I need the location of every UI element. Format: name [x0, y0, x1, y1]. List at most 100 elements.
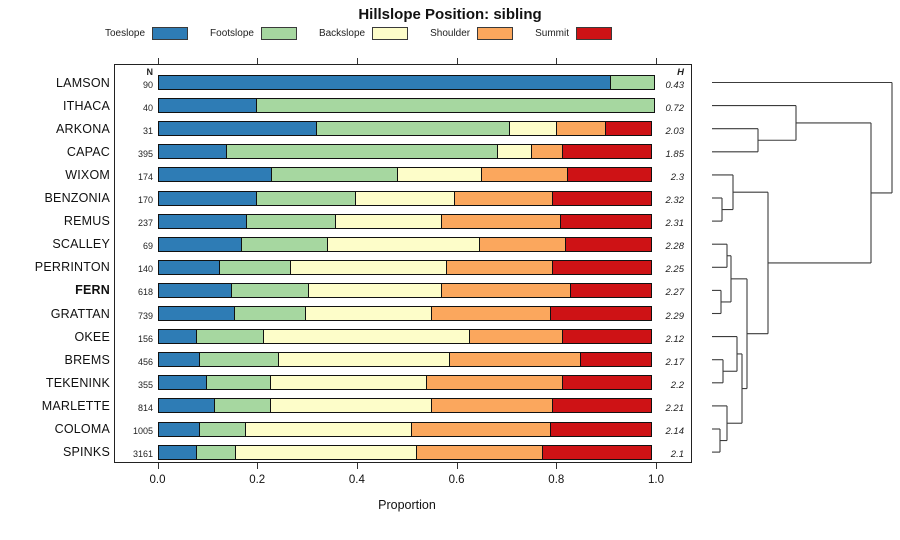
bar-segment-footslope: [196, 444, 237, 460]
bar-segment-toeslope: [157, 190, 258, 206]
series-label-benzonia: BENZONIA: [44, 191, 110, 205]
x-tick-label: 0.0: [149, 474, 166, 486]
stacked-bar-benzonia: [157, 190, 657, 206]
bar-segment-footslope: [256, 98, 655, 114]
bar-segment-toeslope: [157, 98, 258, 114]
plot-area: [114, 64, 692, 463]
bar-segment-toeslope: [157, 167, 273, 183]
x-tick-top: [356, 58, 358, 64]
n-value: 237: [137, 218, 153, 229]
bar-segment-backslope: [354, 190, 455, 206]
series-label-wixom: WIXOM: [65, 167, 110, 182]
series-label-capac: CAPAC: [66, 144, 110, 159]
series-label-arkona: ARKONA: [56, 121, 110, 136]
bar-segment-summit: [562, 375, 652, 391]
bar-segment-backslope: [305, 306, 433, 321]
bar-segment-toeslope: [157, 444, 198, 460]
bar-segment-summit: [552, 259, 652, 275]
bar-segment-footslope: [241, 236, 329, 252]
bar-segment-shoulder: [530, 144, 564, 160]
x-tick-bottom: [356, 463, 358, 469]
series-label-lamson: LAMSON: [56, 75, 110, 90]
bar-segment-summit: [559, 213, 652, 229]
bar-segment-footslope: [610, 75, 655, 90]
legend: Toeslope Footslope Backslope Shoulder Su…: [105, 27, 613, 40]
bar-segment-toeslope: [157, 421, 200, 437]
bar-segment-toeslope: [157, 144, 228, 160]
legend-swatch-footslope: [260, 27, 297, 40]
series-label-marlette: MARLETTE: [41, 398, 110, 413]
series-label-coloma: COLOMA: [54, 422, 110, 436]
stacked-bar-coloma: [157, 421, 657, 437]
n-value: 170: [137, 195, 153, 205]
bar-segment-shoulder: [478, 236, 566, 252]
x-tick-top: [157, 58, 159, 64]
bar-segment-footslope: [196, 329, 264, 345]
x-axis-label: Proportion: [378, 498, 436, 512]
bar-segment-summit: [567, 167, 652, 183]
x-tick-label: 1.0: [648, 474, 664, 486]
n-value: 456: [137, 356, 153, 367]
bar-segment-summit: [549, 306, 652, 321]
h-column-header: H: [677, 67, 684, 78]
legend-swatch-toeslope: [152, 27, 189, 40]
series-label-perrinton: PERRINTON: [34, 260, 110, 275]
bar-segment-toeslope: [157, 259, 220, 275]
bar-segment-backslope: [245, 421, 413, 437]
bar-segment-backslope: [397, 167, 482, 183]
bar-segment-backslope: [307, 282, 443, 298]
legend-label: Toeslope: [105, 28, 146, 39]
x-tick-label: 0.8: [548, 474, 565, 486]
bar-segment-summit: [549, 421, 652, 437]
bar-segment-backslope: [509, 121, 557, 137]
bar-segment-footslope: [231, 282, 309, 298]
n-value: 40: [142, 102, 153, 113]
bar-segment-backslope: [277, 352, 450, 368]
legend-swatch-summit: [576, 27, 613, 40]
stacked-bar-wixom: [157, 167, 657, 183]
stacked-bar-grattan: [157, 306, 657, 321]
stacked-bar-brems: [157, 352, 657, 368]
n-value: 1005: [132, 426, 153, 436]
n-value: 156: [137, 333, 153, 344]
bar-segment-footslope: [218, 259, 292, 275]
legend-label: Footslope: [210, 28, 254, 39]
n-value: 90: [142, 79, 153, 90]
x-tick-label: 0.6: [448, 474, 465, 486]
bar-segment-shoulder: [411, 421, 551, 437]
bar-segment-backslope: [290, 259, 448, 275]
bar-segment-backslope: [235, 444, 418, 460]
n-value: 69: [142, 241, 153, 252]
bar-segment-footslope: [233, 306, 307, 321]
h-value: 2.3: [670, 171, 684, 183]
n-value: 174: [137, 171, 153, 182]
bar-segment-footslope: [198, 352, 279, 368]
bar-segment-shoulder: [446, 259, 554, 275]
h-value: 2.17: [665, 356, 685, 368]
bar-segment-footslope: [226, 144, 498, 160]
x-tick-top: [456, 58, 458, 64]
h-value: 2.1: [670, 449, 684, 461]
bar-segment-backslope: [496, 144, 532, 160]
x-tick-bottom: [656, 463, 657, 469]
bar-segment-toeslope: [157, 375, 208, 391]
h-value: 2.03: [665, 125, 685, 137]
bar-segment-toeslope: [157, 398, 215, 414]
legend-label: Shoulder: [430, 28, 471, 39]
h-value: 2.27: [665, 287, 685, 299]
bar-segment-footslope: [246, 213, 336, 229]
bar-segment-toeslope: [157, 306, 235, 321]
stacked-bar-scalley: [157, 236, 657, 252]
series-label-scalley: SCALLEY: [52, 237, 110, 252]
bar-segment-shoulder: [448, 352, 581, 368]
series-label-spinks: SPINKS: [62, 445, 110, 460]
n-value: 814: [137, 402, 153, 413]
x-tick-bottom: [456, 463, 458, 469]
n-value: 3161: [132, 449, 153, 460]
series-label-tekenink: TEKENINK: [45, 375, 110, 390]
h-value: 2.14: [665, 426, 685, 437]
bar-segment-shoulder: [453, 190, 554, 206]
bar-segment-shoulder: [426, 375, 564, 391]
stacked-bar-tekenink: [157, 375, 657, 391]
